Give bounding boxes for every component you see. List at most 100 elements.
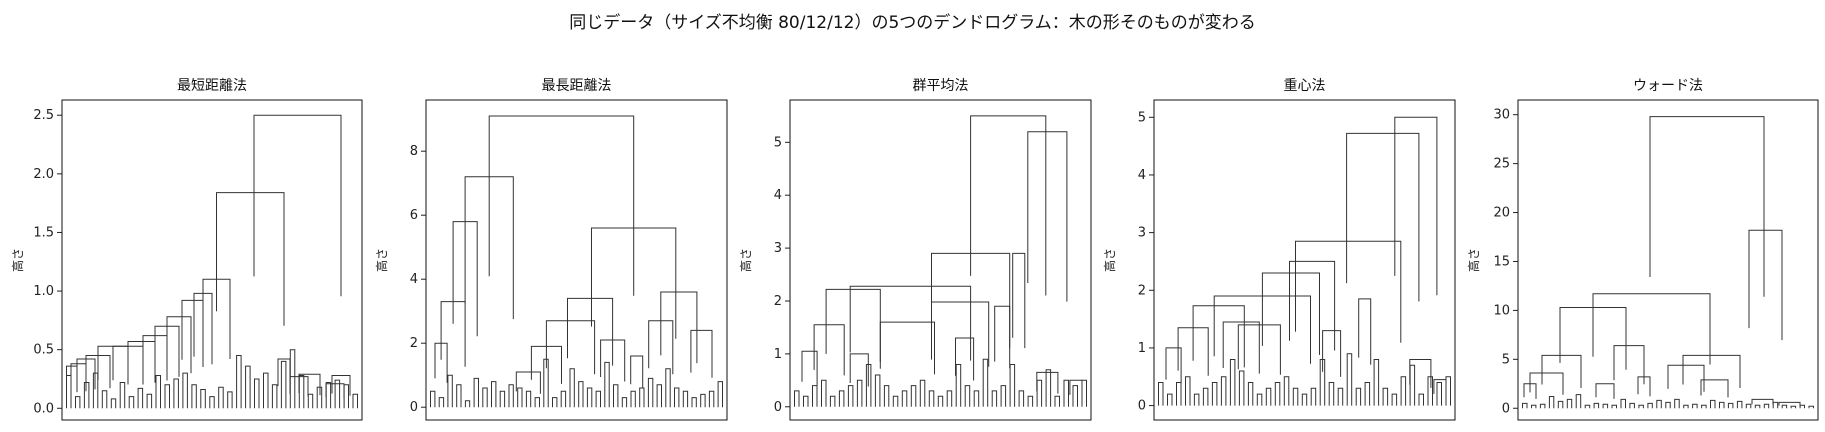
leaf-link	[343, 384, 349, 409]
leaf-link	[1265, 387, 1272, 406]
y-tick-label: 1.5	[33, 225, 54, 240]
leaf-link	[164, 384, 170, 409]
leaf-link	[447, 374, 453, 408]
leaf-link	[66, 375, 72, 409]
leaf-link	[656, 384, 662, 408]
merge-link	[1295, 240, 1402, 343]
merge-link	[1595, 383, 1615, 399]
merge-link	[970, 115, 1047, 296]
leaf-link	[110, 398, 117, 409]
leaf-link	[254, 378, 260, 409]
leaf-link	[708, 390, 715, 408]
leaf-link	[1185, 376, 1191, 406]
panel-title: ウォード法	[1633, 78, 1703, 94]
merge-link	[1222, 321, 1260, 374]
merge-link	[1358, 298, 1372, 365]
merge-link	[181, 299, 204, 367]
leaf-link	[119, 382, 126, 409]
merge-link	[1541, 354, 1582, 388]
y-tick-label: 0	[774, 400, 782, 415]
leaf-link	[1229, 359, 1236, 406]
leaf-link	[901, 390, 908, 407]
merge-link	[530, 345, 562, 384]
leaf-link	[1445, 376, 1451, 406]
leaf-link	[955, 364, 962, 407]
y-tick-label: 5	[1502, 352, 1510, 367]
leaf-link	[1665, 401, 1671, 409]
merge-link	[1613, 345, 1645, 385]
merge-link	[1192, 305, 1245, 368]
merge-link	[931, 301, 990, 367]
y-axis-label: 高さ	[1466, 248, 1481, 272]
leaf-link	[1701, 404, 1707, 409]
leaf-link	[919, 379, 926, 407]
leaf-link	[1283, 376, 1290, 406]
leaf-link	[1274, 382, 1281, 406]
leaf-link	[1790, 405, 1797, 409]
leaf-link	[560, 390, 567, 408]
leaf-link	[1736, 400, 1743, 409]
leaf-link	[552, 397, 558, 408]
merge-link	[253, 114, 342, 297]
leaf-link	[1176, 382, 1182, 406]
leaf-link	[812, 385, 818, 407]
leaf-link	[218, 386, 224, 409]
leaf-link	[1611, 404, 1617, 409]
merge-link	[591, 227, 677, 339]
leaf-link	[173, 378, 179, 409]
leaf-link	[946, 390, 953, 407]
leaf-link	[236, 355, 242, 409]
leaf-link	[1745, 403, 1752, 409]
leaf-link	[1328, 382, 1335, 406]
leaf-link	[1355, 387, 1362, 406]
merge-link	[1523, 383, 1537, 399]
leaf-link	[1727, 402, 1734, 409]
leaf-link	[1346, 353, 1353, 406]
merge-link	[1012, 252, 1026, 349]
merge-link	[1409, 359, 1432, 388]
merge-link	[1027, 131, 1068, 302]
leaf-link	[829, 395, 836, 407]
leaf-link	[569, 368, 575, 408]
leaf-link	[1799, 404, 1805, 409]
leaf-link	[937, 395, 944, 407]
leaf-link	[155, 375, 161, 409]
merge-link	[452, 221, 478, 337]
merge-link	[1213, 295, 1311, 364]
merge-link	[1261, 272, 1320, 355]
leaf-link	[1247, 382, 1254, 406]
merge-link	[1289, 260, 1336, 351]
leaf-link	[682, 390, 689, 408]
y-tick-label: 30	[1493, 108, 1510, 123]
leaf-link	[227, 391, 233, 409]
leaf-link	[1400, 376, 1407, 406]
leaf-link	[280, 360, 287, 409]
leaf-link	[1656, 399, 1662, 409]
leaf-link	[964, 385, 971, 407]
leaf-link	[1072, 385, 1078, 407]
leaf-link	[928, 390, 935, 407]
leaf-link	[334, 379, 341, 409]
leaf-link	[1158, 382, 1164, 406]
merge-link	[216, 192, 285, 326]
y-tick-label: 2	[774, 294, 782, 309]
y-tick-label: 2	[410, 336, 418, 351]
leaf-link	[517, 387, 523, 408]
y-tick-label: 15	[1493, 254, 1510, 269]
plot-frame	[789, 99, 1092, 421]
leaf-link	[263, 372, 269, 409]
merge-link	[1237, 324, 1281, 375]
leaf-link	[647, 377, 654, 408]
leaf-link	[1054, 395, 1060, 407]
merge-link	[1637, 376, 1651, 397]
leaf-link	[316, 386, 323, 409]
y-tick-label: 4	[410, 272, 418, 287]
leaf-link	[307, 393, 314, 409]
leaf-link	[1193, 393, 1200, 406]
merge-link	[648, 320, 674, 375]
leaf-link	[430, 390, 436, 408]
leaf-link	[1081, 379, 1087, 407]
leaf-link	[352, 393, 358, 409]
